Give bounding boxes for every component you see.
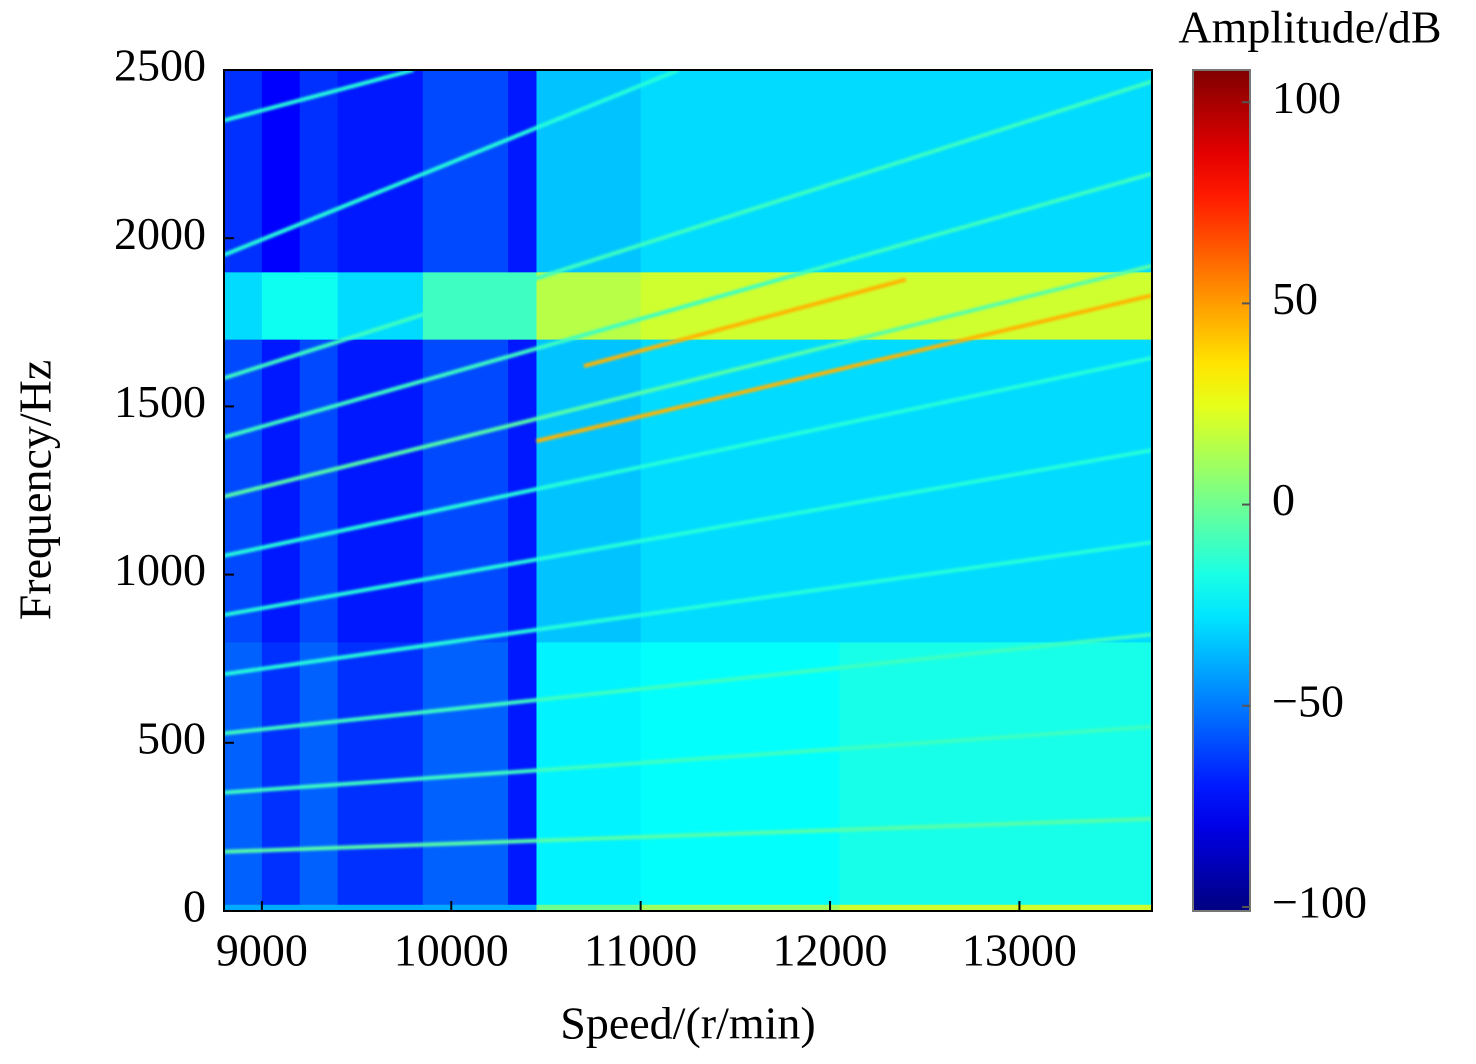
ridge <box>224 79 1152 381</box>
y-axis-label: Frequency/Hz <box>10 360 61 621</box>
x-tick-label: 12000 <box>773 925 888 976</box>
x-tick-label: 10000 <box>394 925 509 976</box>
heatmap-cell <box>536 271 642 340</box>
x-tick-label: 13000 <box>962 925 1077 976</box>
heatmap-cell <box>337 904 424 911</box>
heatmap-cell <box>640 641 841 905</box>
ridges <box>224 70 1152 854</box>
ridge <box>224 263 1152 499</box>
ridge <box>224 448 1152 617</box>
heatmap-cell <box>299 641 339 905</box>
colorbar-tick-label: 50 <box>1272 273 1318 324</box>
heatmap-cell <box>299 271 339 340</box>
ridge <box>224 632 1152 736</box>
heatmap-cell <box>640 904 841 911</box>
heatmap-cell <box>536 904 642 911</box>
ridge <box>224 540 1152 677</box>
x-tick-label: 11000 <box>584 925 697 976</box>
heatmap-cell <box>839 904 1152 911</box>
ridge <box>224 70 414 123</box>
heatmap-cell <box>337 641 424 905</box>
plot-frame <box>223 69 1153 912</box>
y-tick-label: 2500 <box>114 40 206 91</box>
heatmap-cell <box>261 271 301 340</box>
heatmap-cell <box>299 70 339 273</box>
y-tick-label: 1000 <box>114 544 206 595</box>
ridge <box>224 70 680 257</box>
colorbar-tick-label: −50 <box>1272 675 1344 726</box>
heatmap-cell <box>224 904 263 911</box>
x-axis-label: Speed/(r/min) <box>560 998 816 1049</box>
heatmap-cell <box>839 641 1152 905</box>
heatmap-cell <box>422 271 509 340</box>
ridge <box>536 293 1152 443</box>
ridge <box>583 277 907 368</box>
heatmap-cell <box>422 904 509 911</box>
ridge <box>224 171 1152 440</box>
y-tick-label: 0 <box>183 881 206 932</box>
heatmap-cell <box>261 904 301 911</box>
y-tick-label: 500 <box>137 712 206 763</box>
x-tick-label: 9000 <box>216 925 308 976</box>
heatmap-cell <box>536 70 642 273</box>
heatmap-cell <box>839 339 1152 643</box>
heatmap-cell <box>337 70 424 273</box>
colorbar-tick-label: −100 <box>1272 877 1367 928</box>
colorbar <box>1192 69 1251 912</box>
colorbar-tick-label: 0 <box>1272 474 1295 525</box>
y-tick-label: 1500 <box>114 376 206 427</box>
heatmap-cell <box>224 641 263 905</box>
y-tick-label: 2000 <box>114 208 206 259</box>
colorbar-label: Amplitude/dB <box>1178 2 1441 53</box>
heatmap-cell <box>536 339 642 643</box>
heatmap-cell <box>508 904 537 911</box>
heatmap-cell <box>839 70 1152 273</box>
heatmap-cell <box>261 339 301 643</box>
colorbar-tick-label: 100 <box>1272 72 1341 123</box>
heatmap-cell <box>422 70 509 273</box>
heatmap-cell <box>508 70 537 273</box>
heatmap-cell <box>261 641 301 905</box>
heatmap-cell <box>299 339 339 643</box>
heatmap-cell <box>640 70 841 273</box>
ridge <box>224 816 1152 854</box>
ridge <box>224 356 1152 558</box>
ridge <box>224 724 1152 795</box>
heatmap-cell <box>536 641 642 905</box>
heatmap-cell <box>224 271 263 340</box>
heatmap-cell <box>422 339 509 643</box>
heatmap-cell <box>299 904 339 911</box>
